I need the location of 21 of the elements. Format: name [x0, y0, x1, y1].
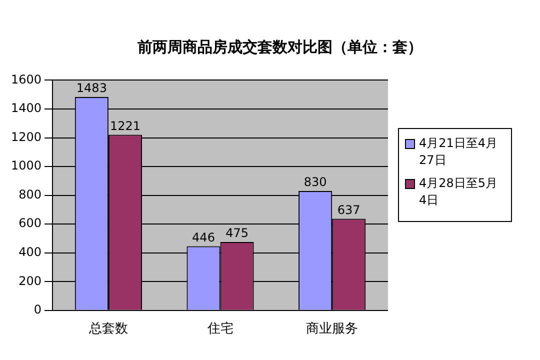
y-tick-label: 200: [18, 274, 42, 288]
y-tick-label: 1000: [10, 158, 42, 173]
x-tick-label: 商业服务: [306, 322, 358, 337]
data-label: 446: [192, 230, 215, 244]
legend-label: 4月28日至5月4日: [419, 175, 499, 209]
x-tick-label: 住宅: [206, 320, 234, 337]
y-tick-label: 1400: [10, 101, 42, 116]
y-tick-label: 0: [34, 302, 42, 317]
y-tick-label: 1200: [10, 130, 42, 144]
data-label: 1221: [110, 118, 140, 133]
data-label: 830: [304, 175, 327, 190]
y-tick-label: 400: [18, 244, 42, 259]
legend-label: 4月21日至4月27日: [419, 135, 499, 169]
data-label: 637: [337, 202, 360, 217]
data-label: 1483: [76, 81, 107, 96]
y-tick-label: 600: [18, 216, 42, 230]
chart-title: 前两周商品房成交套数对比图（单位：套）: [136, 37, 424, 58]
data-label: 475: [226, 226, 248, 240]
y-tick-label: 800: [18, 187, 42, 202]
x-tick-label: 总套数: [88, 322, 128, 337]
y-tick-label: 1600: [10, 72, 42, 86]
